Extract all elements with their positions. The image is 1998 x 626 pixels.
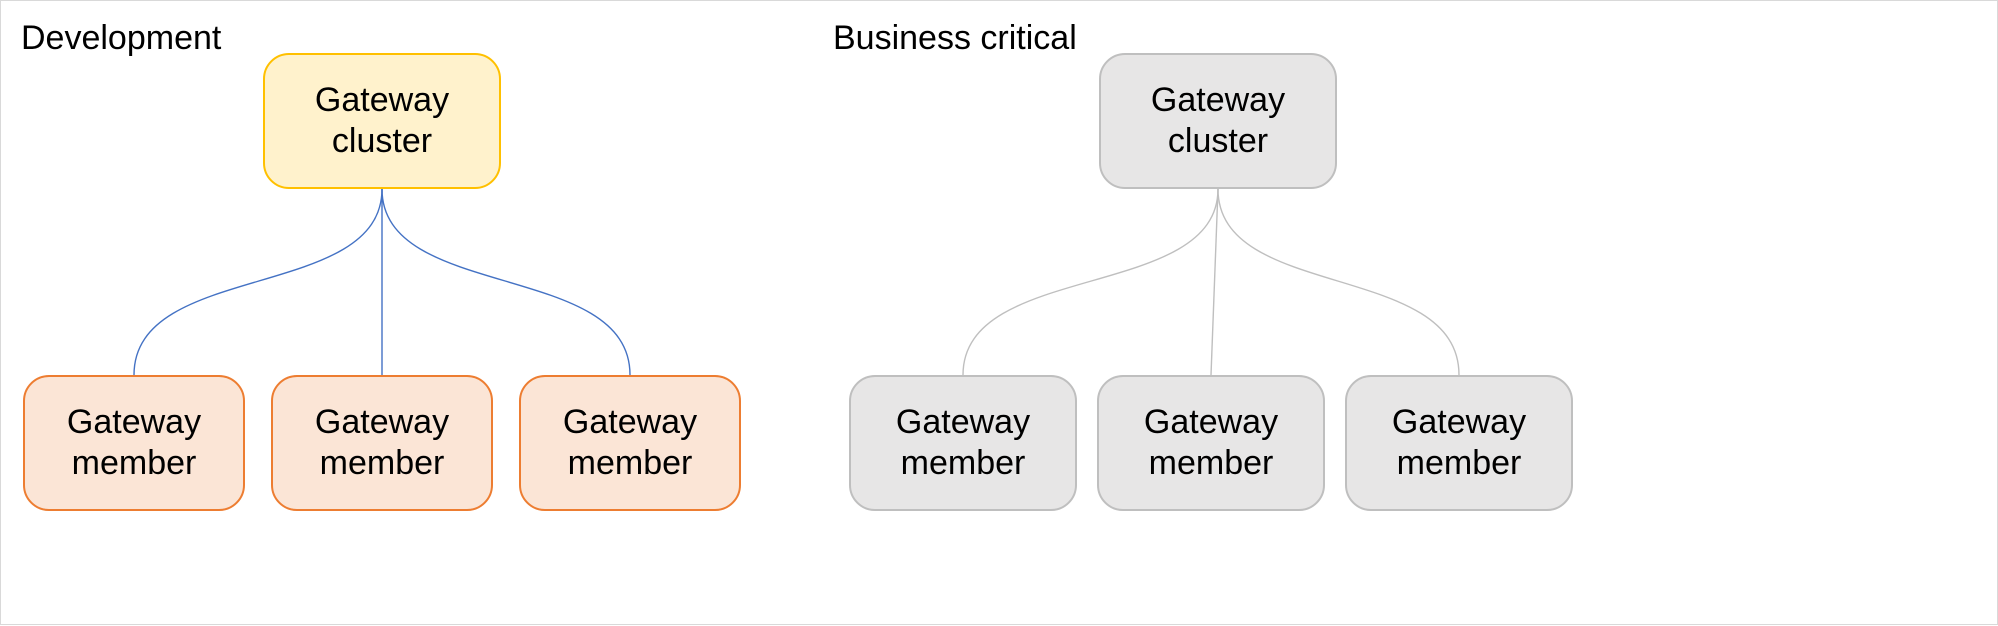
edge (134, 189, 382, 375)
node-label: Gateway member (67, 402, 201, 484)
edges-business (963, 189, 1459, 375)
edge (382, 189, 630, 375)
edges-development (134, 189, 630, 375)
node-label: Gateway member (563, 402, 697, 484)
member-node: Gateway member (849, 375, 1077, 511)
section-title-development: Development (21, 19, 221, 58)
cluster-node-development: Gateway cluster (263, 53, 501, 189)
edge (1211, 189, 1218, 375)
member-node: Gateway member (271, 375, 493, 511)
member-node: Gateway member (519, 375, 741, 511)
diagram-canvas: Development Business critical Gateway cl… (0, 0, 1998, 625)
node-label: Gateway cluster (315, 80, 449, 162)
edge (963, 189, 1218, 375)
member-node: Gateway member (1097, 375, 1325, 511)
section-title-business: Business critical (833, 19, 1077, 58)
node-label: Gateway member (1144, 402, 1278, 484)
node-label: Gateway member (315, 402, 449, 484)
member-node: Gateway member (23, 375, 245, 511)
node-label: Gateway member (1392, 402, 1526, 484)
node-label: Gateway member (896, 402, 1030, 484)
cluster-node-business: Gateway cluster (1099, 53, 1337, 189)
node-label: Gateway cluster (1151, 80, 1285, 162)
member-node: Gateway member (1345, 375, 1573, 511)
edge (1218, 189, 1459, 375)
